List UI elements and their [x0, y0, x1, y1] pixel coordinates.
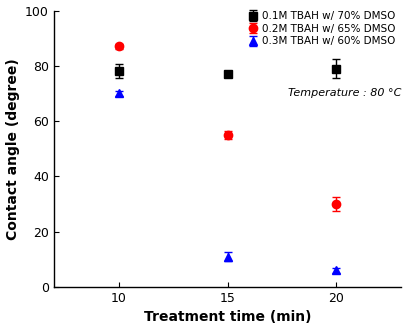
X-axis label: Treatment time (min): Treatment time (min) [144, 311, 311, 324]
Legend: 0.1M TBAH w/ 70% DMSO, 0.2M TBAH w/ 65% DMSO, 0.3M TBAH w/ 60% DMSO: 0.1M TBAH w/ 70% DMSO, 0.2M TBAH w/ 65% … [247, 10, 396, 48]
Y-axis label: Contact angle (degree): Contact angle (degree) [6, 58, 20, 240]
Text: Temperature : 80 °C: Temperature : 80 °C [288, 88, 401, 98]
